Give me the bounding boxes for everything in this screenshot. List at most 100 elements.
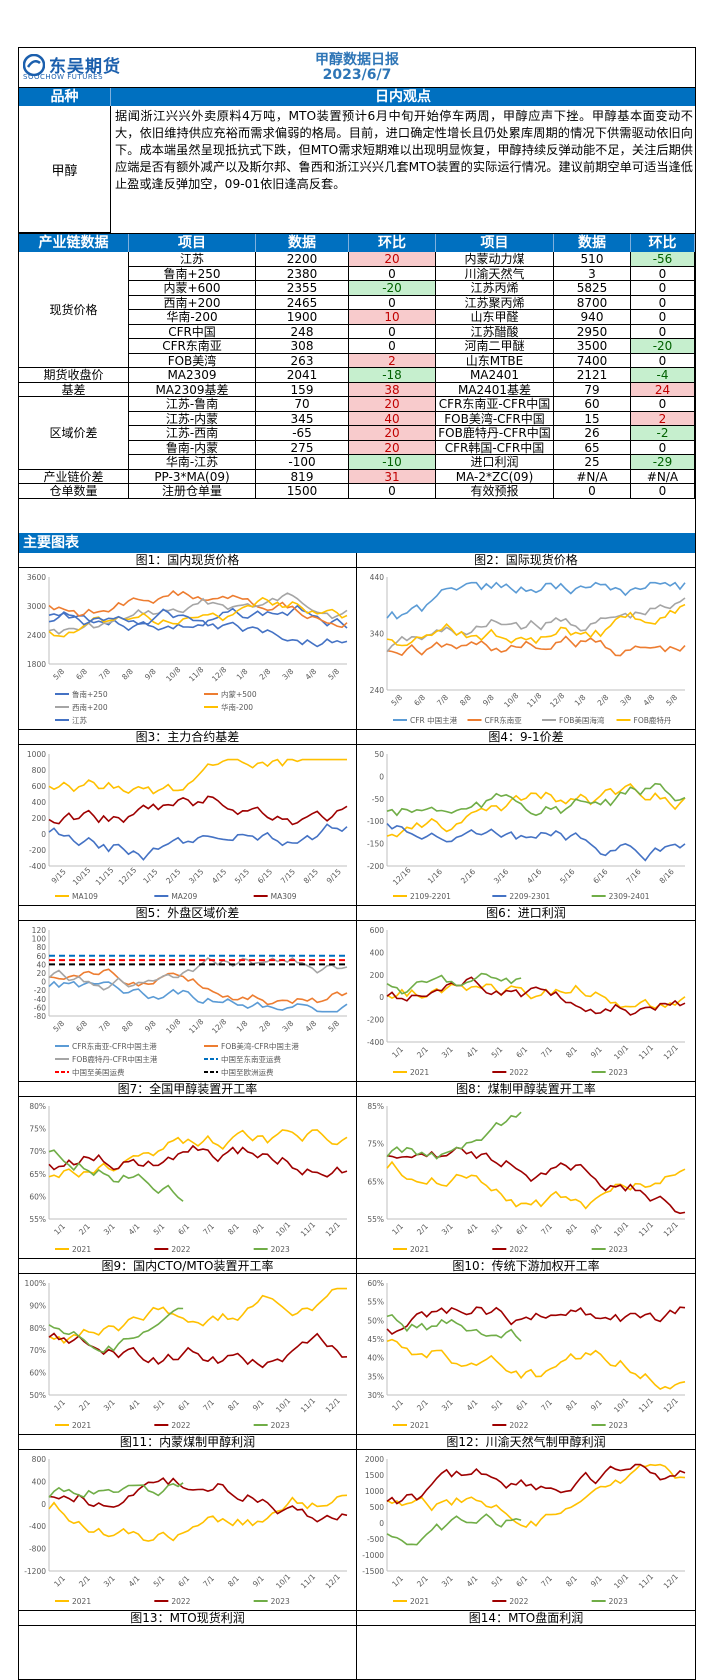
y-tick-label: -100 (367, 817, 384, 826)
x-tick-label: 5/8 (664, 693, 679, 708)
x-tick-label: 11/15 (94, 865, 116, 887)
table-cell: 进口利润 (436, 455, 554, 470)
legend-label: MA309 (271, 892, 297, 901)
chart-title: 图9：国内CTO/MTO装置开工率 (19, 1259, 356, 1274)
report-date: 2023/6/7 (322, 67, 392, 83)
table-cell: -2 (631, 426, 695, 441)
x-tick-label: 2/1 (415, 1045, 430, 1060)
table-cell: 20 (349, 426, 436, 441)
x-tick-label: 10/8 (502, 691, 520, 709)
x-tick-label: 9/1 (251, 1574, 266, 1589)
x-tick-label: 6/8 (74, 1019, 89, 1034)
table-cell: 内蒙+600 (129, 281, 256, 296)
y-tick-label: 60% (29, 1369, 46, 1378)
table-cell: 65 (554, 440, 631, 455)
y-tick-label: -60 (34, 1003, 46, 1012)
series-line (48, 604, 348, 632)
x-tick-label: 11/1 (299, 1572, 317, 1590)
y-tick-label: 1500 (365, 1471, 384, 1480)
chart-svg: 85% 75% 65% 55% 1/1 2/1 3/1 4/1 5/1 6/1 7/1 8/1 9/1 1… (367, 1102, 686, 1254)
x-tick-label: 3/16 (492, 867, 510, 885)
y-tick-label: 100% (25, 1279, 46, 1288)
x-tick-label: 11/8 (525, 691, 543, 709)
x-tick-label: 12/15 (117, 865, 139, 887)
x-tick-label: 7/1 (539, 1574, 554, 1589)
variety-column-header: 品种 (19, 88, 111, 106)
x-tick-label: 12/1 (324, 1220, 342, 1238)
table-cell: 3500 (554, 339, 631, 354)
x-tick-label: 8/16 (658, 867, 676, 885)
y-tick-label: 0 (41, 830, 46, 839)
y-tick-label: 30% (367, 1391, 384, 1400)
y-tick-label: 85% (367, 1102, 384, 1111)
x-tick-label: 7/1 (539, 1398, 554, 1413)
table-cell: 79 (554, 382, 631, 397)
table-group-label: 产业链价差 (19, 469, 129, 484)
chart-panel: 图3：主力合约基差 1000 800 600 400 200 0 -200 -400 9/15 10… (19, 730, 357, 906)
table-cell: 2 (631, 411, 695, 426)
chart-svg: 80% 75% 70% 65% 60% 55% 1/1 2/1 3/1 4/1 5/1 6/1 7/1 8… (29, 1102, 348, 1254)
report-page: 东吴期货 SOOCHOW FUTURES 甲醇数据日报 2023/6/7 品种 … (18, 47, 696, 1680)
x-tick-label: 2/1 (77, 1574, 92, 1589)
chart-panel: 图14：MTO盘面利润 (357, 1611, 695, 1679)
x-tick-label: 2/1 (415, 1398, 430, 1413)
y-tick-label: 800 (32, 1455, 47, 1464)
table-header-cell: 项目 (436, 234, 554, 252)
x-tick-label: 12/8 (548, 691, 566, 709)
series-line (386, 603, 686, 647)
table-cell: -20 (631, 339, 695, 354)
table-cell: #N/A (554, 469, 631, 484)
series-line (386, 1463, 686, 1529)
chart-panel: 图1：国内现货价格 3600 3000 2400 1800 5/8 6/8 7/8 8/8 9/8… (19, 553, 357, 730)
x-tick-label: 1/8 (235, 667, 250, 682)
y-tick-label: -200 (367, 862, 384, 871)
y-tick-label: 0 (41, 1500, 46, 1509)
table-cell: 0 (631, 397, 695, 412)
table-cell: 8700 (554, 295, 631, 310)
x-tick-label: 11/1 (637, 1220, 655, 1238)
x-tick-label: 4/8 (303, 667, 318, 682)
y-tick-label: -200 (29, 846, 46, 855)
chart-svg: 100% 90% 80% 70% 60% 50% 1/1 2/1 3/1 4/1 5/1 6/1 7/1… (25, 1279, 348, 1430)
legend-label: CFR 中国主港 (410, 715, 458, 725)
x-tick-label: 11/1 (637, 1396, 655, 1414)
legend-label: 中国至东南亚运费 (221, 1054, 281, 1064)
x-tick-label: 9/1 (589, 1574, 604, 1589)
series-line (48, 1477, 348, 1523)
x-tick-label: 5/15 (233, 867, 251, 885)
table-cell: 江苏-鲁南 (129, 397, 256, 412)
table-cell: 有效预报 (436, 484, 554, 499)
x-tick-label: 3/1 (440, 1222, 455, 1237)
y-tick-label: 50% (367, 1316, 384, 1325)
x-tick-label: 2/8 (596, 693, 611, 708)
table-cell: -100 (256, 455, 349, 470)
x-tick-label: 10/1 (612, 1043, 630, 1061)
y-tick-label: 90% (29, 1301, 46, 1310)
legend-label: FOB鹿特丹 (634, 715, 672, 725)
x-tick-label: 8/1 (564, 1222, 579, 1237)
x-tick-label: 11/8 (187, 1017, 205, 1035)
x-tick-label: 12/16 (391, 865, 413, 887)
company-logo: 东吴期货 SOOCHOW FUTURES (23, 52, 135, 84)
x-tick-label: 8/1 (226, 1222, 241, 1237)
x-tick-label: 6/8 (74, 667, 89, 682)
chart-svg: 50 0 -50 -100 -150 -200 12/16 1/16 2/16 3/16 4/16 5… (367, 750, 686, 901)
series-line (48, 1482, 184, 1499)
y-tick-label: 80% (29, 1102, 46, 1111)
table-cell: 0 (631, 295, 695, 310)
chart-title: 图7：全国甲醇装置开工率 (19, 1082, 356, 1097)
x-tick-label: 6/1 (176, 1574, 191, 1589)
table-cell: 263 (256, 353, 349, 368)
table-cell: 38 (349, 382, 436, 397)
daily-views-text: 据闻浙江兴兴外卖原料4万吨，MTO装置预计6月中旬开始停车两周，甲醇应声下挫。甲… (115, 109, 693, 191)
x-tick-label: 1/16 (426, 867, 444, 885)
series-line (386, 976, 686, 1016)
table-cell: 华南-200 (129, 310, 256, 325)
legend-label: 2109-2201 (410, 892, 451, 901)
y-tick-label: 1000 (365, 1487, 384, 1496)
x-tick-label: 7/8 (97, 667, 112, 682)
y-tick-label: -80 (34, 1012, 46, 1021)
chart-panel: 图9：国内CTO/MTO装置开工率 100% 90% 80% 70% 60% 50% 1/1 2… (19, 1259, 357, 1435)
table-cell: FOB美湾-CFR中国 (436, 411, 554, 426)
